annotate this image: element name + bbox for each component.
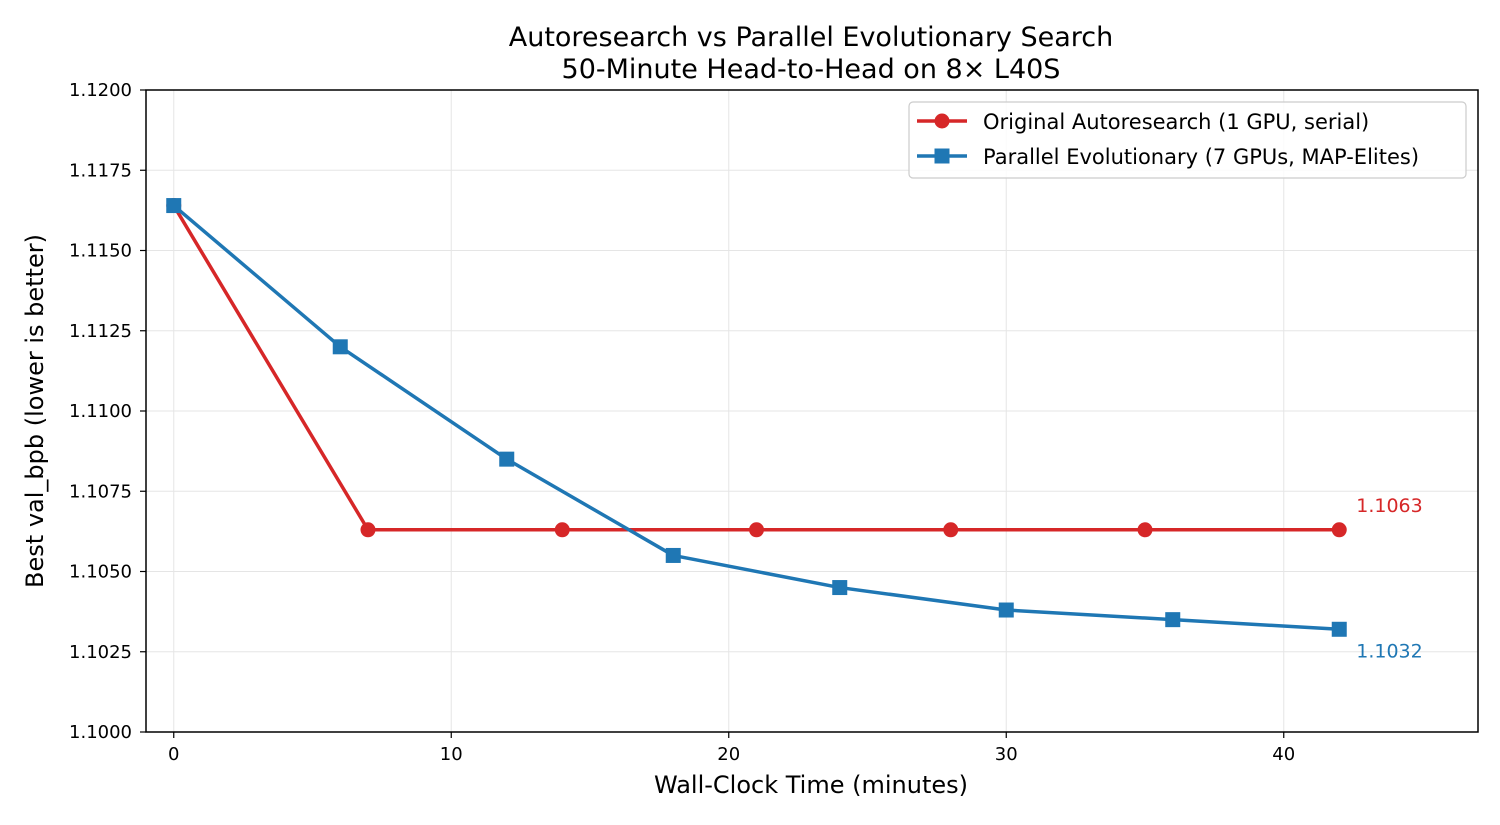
legend: Original Autoresearch (1 GPU, serial) Par…: [908, 101, 1467, 179]
y-tick-label: 1.1125: [69, 321, 132, 342]
y-axis-label: Best val_bpb (lower is better): [21, 234, 49, 588]
data-point: [360, 522, 376, 538]
x-tick-label: 10: [440, 744, 463, 765]
series-line: [172, 204, 1340, 632]
data-point: [998, 602, 1014, 618]
series-end-label: 1.1063: [1356, 495, 1422, 517]
y-tick-label: 1.1150: [69, 241, 132, 262]
legend-marker: [934, 113, 950, 129]
data-point: [1331, 621, 1347, 637]
x-axis-label: Wall-Clock Time (minutes): [654, 771, 968, 799]
y-tick-label: 1.1050: [69, 562, 132, 583]
series-1: 1.1063: [166, 198, 1423, 538]
data-point: [332, 339, 348, 355]
data-point: [832, 580, 848, 596]
legend-marker: [934, 148, 950, 164]
data-point: [499, 451, 515, 467]
data-point: [1137, 522, 1153, 538]
series-layer: 1.1063 1.1032: [166, 198, 1423, 662]
y-tick-label: 1.1200: [69, 80, 132, 101]
legend-entry: Original Autoresearch (1 GPU, serial): [983, 110, 1369, 134]
y-tick-label: 1.1175: [69, 160, 132, 181]
data-point: [665, 547, 681, 563]
data-point: [1165, 612, 1181, 628]
x-tick-label: 40: [1272, 744, 1295, 765]
y-axis-ticks: 1.1000 1.1025 1.1050 1.1075 1.1100 1.1125 1.11…: [69, 80, 146, 743]
data-point: [1331, 522, 1347, 538]
y-tick-label: 1.1100: [69, 401, 132, 422]
legend-entry: Parallel Evolutionary (7 GPUs, MAP-Elite…: [983, 145, 1419, 169]
chart-subtitle: 50-Minute Head-to-Head on 8× L40S: [562, 54, 1061, 85]
chart-title: Autoresearch vs Parallel Evolutionary Se…: [509, 22, 1114, 53]
data-point: [749, 522, 764, 538]
data-point: [554, 522, 570, 538]
series-line: [172, 204, 1340, 532]
series-2: 1.1032: [166, 198, 1423, 662]
data-point: [943, 522, 959, 538]
y-tick-label: 1.1025: [69, 642, 132, 663]
y-tick-label: 1.1075: [69, 481, 132, 502]
y-tick-label: 1.1000: [69, 722, 132, 743]
legend-box: [908, 101, 1467, 179]
series-end-label: 1.1032: [1356, 640, 1422, 662]
data-point: [166, 198, 182, 214]
grid: [146, 89, 1478, 733]
x-tick-label: 30: [995, 744, 1018, 765]
x-tick-label: 20: [717, 744, 740, 765]
x-axis-ticks: 0 10 20 30 40: [168, 732, 1295, 765]
x-tick-label: 0: [168, 744, 179, 765]
plot-frame: [145, 89, 1479, 733]
